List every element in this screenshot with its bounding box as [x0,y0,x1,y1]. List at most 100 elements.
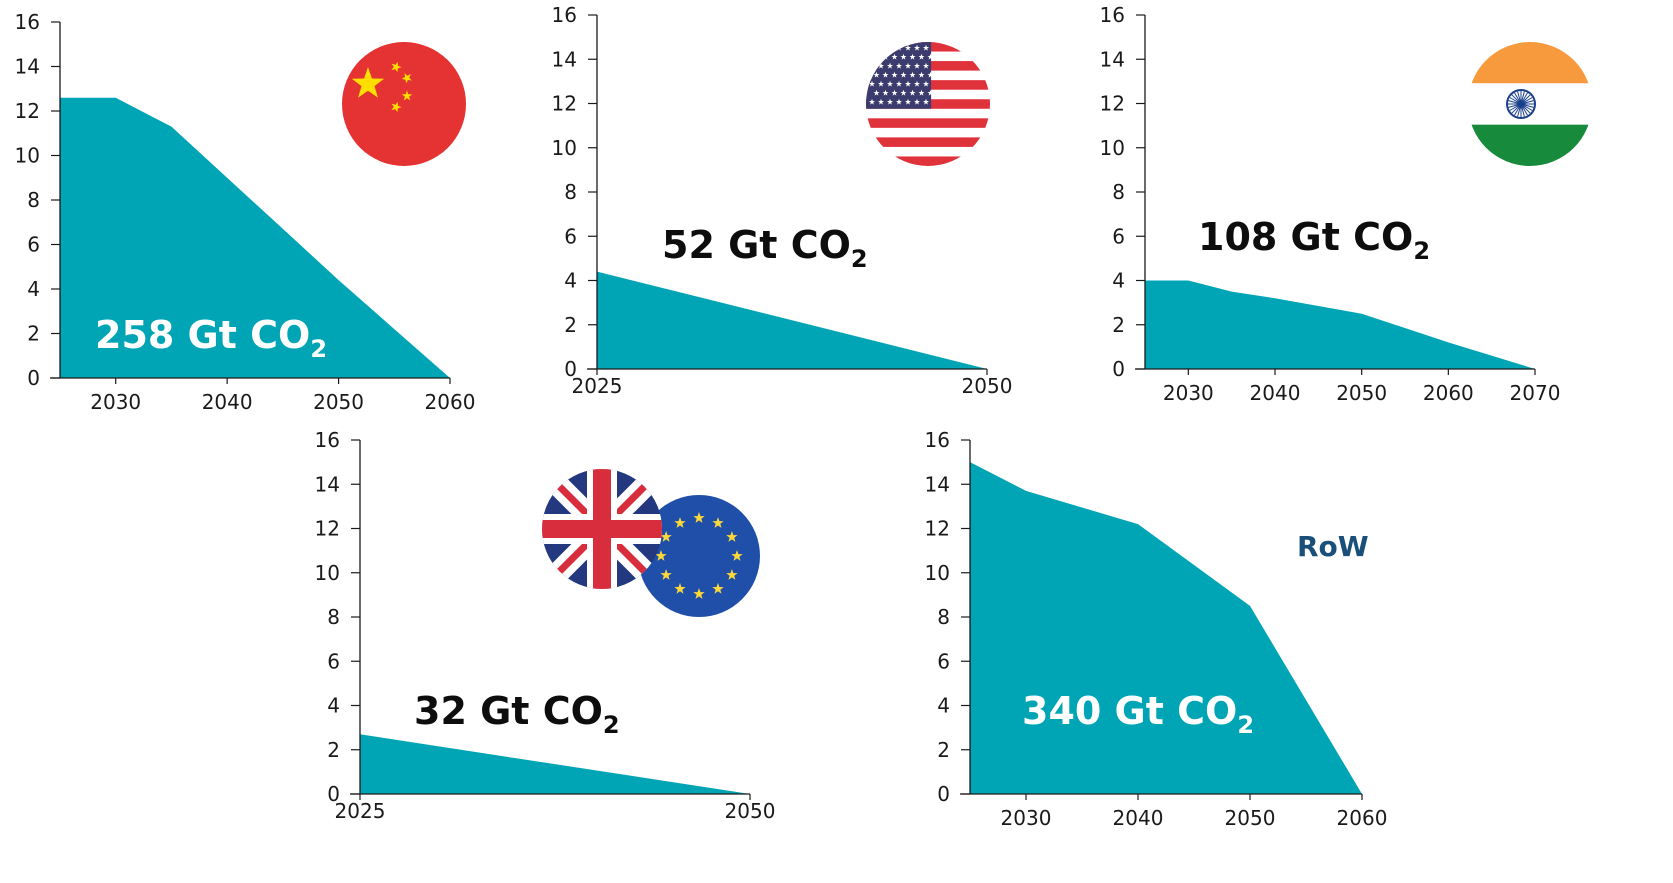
y-tick-label: 4 [1112,269,1125,293]
eu-star-icon [712,517,724,528]
flag-star-icon [869,98,875,105]
flag-star-icon [869,62,875,69]
flag-background [342,42,466,166]
x-tick-label: 2030 [90,390,141,414]
total-emissions-value: 52 Gt CO [662,223,851,267]
y-tick-label: 14 [315,472,340,496]
flag-star-icon [900,89,907,96]
y-tick-label: 12 [925,517,950,541]
flag-star-icon [882,71,889,78]
flag-saffron-band [1468,42,1592,84]
flag-stripe [866,127,990,138]
eu-star-icon [726,569,738,580]
flag-star-icon [923,80,929,87]
y-tick-label: 10 [15,144,40,168]
flag-star-icon [873,71,880,78]
total-emissions-label: 108 Gt CO2 [1198,215,1430,265]
co2-subscript: 2 [851,245,868,273]
x-tick-label: 2040 [202,390,253,414]
flag-star-icon [891,53,898,60]
y-tick-label: 12 [15,99,40,123]
x-tick-label: 2060 [1423,381,1474,405]
y-tick-label: 2 [27,322,40,346]
y-tick-label: 14 [552,47,577,71]
x-tick-label: 2060 [425,390,476,414]
uk-flag-icon [542,469,662,589]
y-tick-label: 2 [937,738,950,762]
total-emissions-value: 108 Gt CO [1198,215,1413,259]
eu-star-icon [660,569,672,580]
x-tick-label: 2070 [1510,381,1561,405]
emissions-area [360,734,750,794]
total-emissions-label: 32 Gt CO2 [414,689,620,739]
y-tick-label: 8 [1112,180,1125,204]
eu-star-icon [726,531,738,542]
eu-star-icon [693,588,705,599]
flag-star-icon [909,53,916,60]
flag-star-icon [909,89,916,96]
x-tick-label: 2050 [962,374,1013,398]
y-tick-label: 0 [564,357,577,381]
co2-subscript: 2 [310,335,327,363]
y-tick-label: 0 [327,782,340,806]
co2-subscript: 2 [1413,237,1430,265]
flag-star-icon [927,53,934,60]
y-tick-label: 14 [925,472,950,496]
flag-stripe [866,118,990,129]
eu-star-icon [693,512,705,523]
x-tick-label: 2030 [1001,806,1052,830]
flag-star-icon [923,62,929,69]
y-tick-label: 2 [327,738,340,762]
flag-star-icon [878,98,884,105]
emissions-area [597,271,987,369]
y-tick-label: 10 [1100,136,1125,160]
y-tick-label: 8 [937,605,950,629]
flag-star-icon [914,62,920,69]
total-emissions-value: 340 Gt CO [1022,689,1237,733]
flag-star-icon [878,62,884,69]
x-tick-label: 2030 [1163,381,1214,405]
flag-green-band [1468,124,1592,166]
x-tick-label: 2060 [1337,806,1388,830]
x-tick-label: 2025 [335,799,386,823]
x-tick-label: 2050 [1225,806,1276,830]
flag-star-icon [887,80,893,87]
y-tick-label: 6 [327,649,340,673]
flag-star-icon [887,98,893,105]
y-tick-label: 2 [564,313,577,337]
eu-star-icon [674,582,686,594]
total-emissions-value: 258 Gt CO [95,313,310,357]
flag-star-icon [923,44,929,51]
small-star-icon [391,101,402,113]
y-tick-label: 6 [937,649,950,673]
flag-stripe [866,156,990,166]
y-tick-label: 0 [937,782,950,806]
total-emissions-label: 258 Gt CO2 [95,313,327,363]
small-star-icon [401,90,413,101]
flag-star-icon [873,53,880,60]
y-tick-label: 2 [1112,313,1125,337]
small-star-icon [401,73,412,84]
total-emissions-label: 52 Gt CO2 [662,223,868,273]
flag-star-icon [896,62,902,69]
flag-star-icon [914,98,920,105]
y-tick-label: 6 [564,224,577,248]
y-tick-label: 14 [1100,47,1125,71]
y-tick-label: 16 [1100,3,1125,27]
flag-star-icon [905,98,911,105]
flag-star-icon [869,44,875,51]
flag-star-icon [918,71,925,78]
co2-subscript: 2 [603,711,620,739]
y-tick-label: 10 [552,136,577,160]
y-tick-label: 14 [15,55,40,79]
flag-stripe [866,108,990,119]
chart-india: 0 2 4 6 8 10 12 14 16 2030 2040 2050 2060 2070 108 Gt … [1100,3,1561,405]
y-tick-label: 6 [1112,224,1125,248]
y-tick-label: 12 [315,517,340,541]
flag-stripe [866,146,990,157]
